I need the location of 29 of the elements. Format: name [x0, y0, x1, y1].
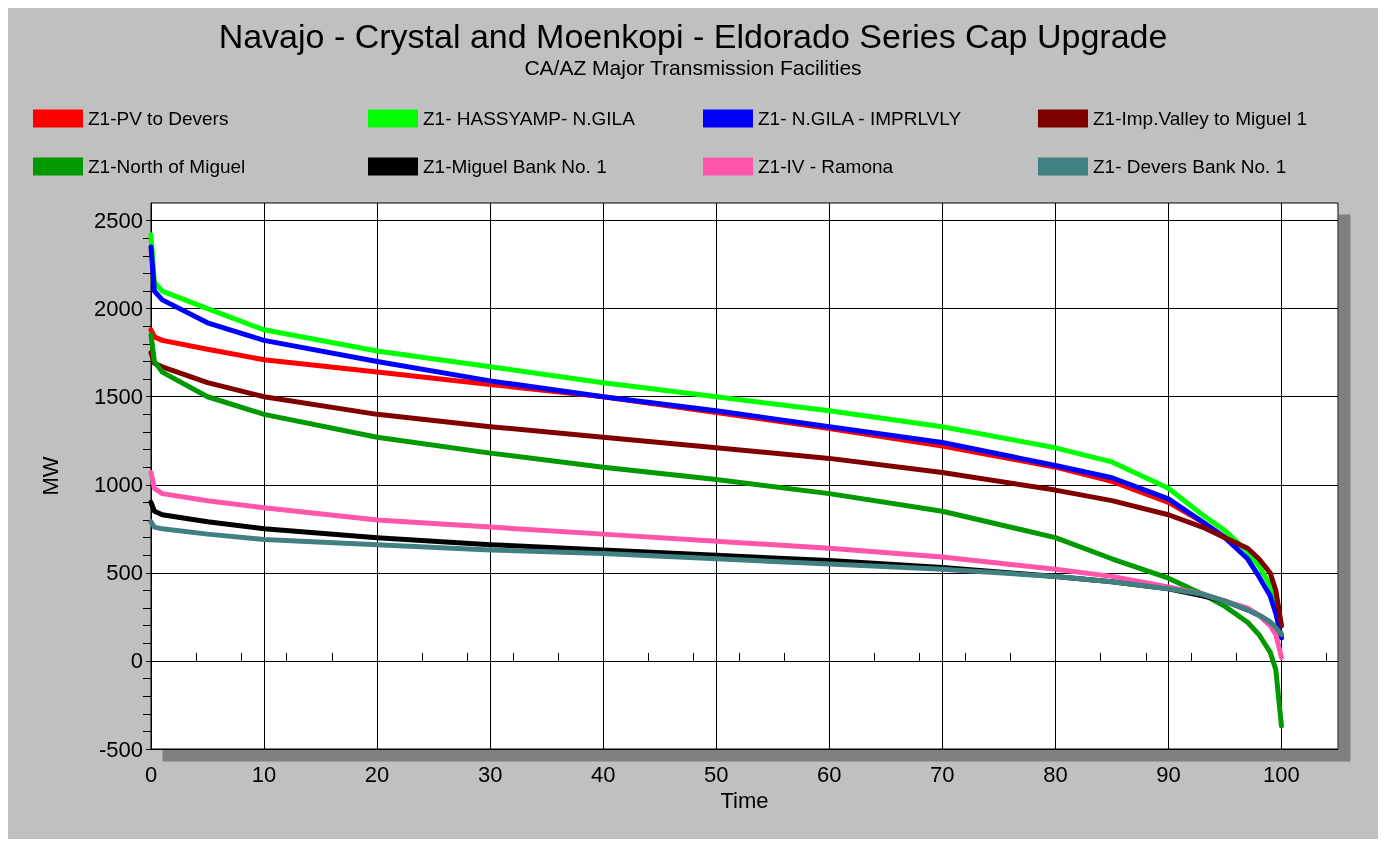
- x-axis-title: Time: [720, 788, 769, 814]
- legend-label: Z1- N.GILA - IMPRLVLY: [758, 108, 962, 129]
- legend-label: Z1- Devers Bank No. 1: [1093, 156, 1287, 177]
- x-tick-label: 90: [1156, 761, 1181, 787]
- legend-label: Z1-Miguel Bank No. 1: [423, 156, 607, 177]
- legend-label: Z1-North of Miguel: [88, 156, 246, 177]
- legend-label: Z1-Imp.Valley to Miguel 1: [1093, 108, 1308, 129]
- x-tick-label: 100: [1263, 761, 1300, 787]
- x-tick-label: 50: [704, 761, 729, 787]
- y-tick-label: 1000: [94, 472, 143, 498]
- legend-label: Z1-PV to Devers: [88, 108, 229, 129]
- legend-label: Z1-IV - Ramona: [758, 156, 894, 177]
- x-tick-label: 20: [364, 761, 390, 787]
- chart-title: Navajo - Crystal and Moenkopi - Eldorado Series Cap Upgrade: [218, 17, 1168, 55]
- legend-label: Z1- HASSYAMP- N.GILA: [423, 108, 636, 129]
- y-tick-label: 2000: [94, 296, 143, 322]
- x-tick-label: 80: [1043, 761, 1068, 787]
- x-tick-label: 10: [251, 761, 277, 787]
- y-tick-label: 0: [130, 648, 143, 674]
- y-tick-label: 2500: [94, 208, 143, 234]
- y-tick-label: 1500: [94, 384, 143, 410]
- chart-subtitle: CA/AZ Major Transmission Facilities: [524, 56, 862, 79]
- x-tick-label: 40: [590, 761, 616, 787]
- x-tick-label: 60: [817, 761, 842, 787]
- x-tick-label: 70: [930, 761, 955, 787]
- y-axis-title: MW: [37, 456, 63, 496]
- y-tick-label: 500: [106, 560, 143, 586]
- y-tick-label: -500: [98, 736, 143, 762]
- x-tick-label: 30: [477, 761, 503, 787]
